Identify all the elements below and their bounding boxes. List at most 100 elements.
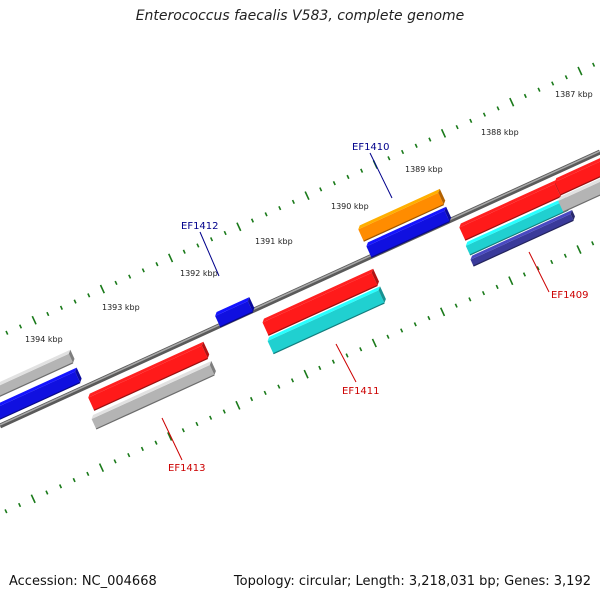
gene-gray-ef1413-top-bevel (91, 361, 212, 419)
gene-blue-left-outer[interactable] (0, 367, 82, 423)
gene-blue-left-outer-edge (0, 381, 81, 420)
gene-red-ef1413-group[interactable] (88, 341, 210, 411)
outer-tick-minor (18, 324, 23, 329)
inner-tick-minor (58, 484, 63, 489)
gene-navy-ef1409[interactable] (470, 209, 575, 267)
pointer-ef1409 (528, 251, 550, 293)
gene-blue-small-top-bevel (215, 297, 250, 317)
inner-tick-major (576, 245, 582, 254)
outer-tick-minor (428, 137, 432, 142)
outer-tick-minor (196, 243, 200, 248)
label-pointers (161, 152, 550, 461)
gene-red-right-edge (464, 196, 561, 241)
outer-tick-minor (360, 168, 364, 173)
gene-gray-ef1413[interactable] (91, 361, 216, 430)
gene-label-ef1413[interactable]: EF1413 (168, 463, 206, 474)
gene-label-ef1410[interactable]: EF1410 (352, 142, 390, 153)
gene-cyan-ef1411[interactable] (267, 286, 386, 355)
inner-tick-minor (522, 272, 526, 277)
gene-gray-left-outer-end-bevel (68, 349, 75, 363)
scale-label-1391: 1391 kbp (255, 237, 293, 246)
inner-tick-minor (222, 409, 226, 414)
scale-label-1388: 1388 kbp (481, 128, 519, 137)
gene-red-right-body (459, 183, 561, 241)
gene-red-ef1413-group-body (88, 345, 208, 411)
outer-tick-minor (469, 118, 473, 124)
gene-red-far-right-edge (560, 176, 600, 196)
outer-tick-minor (59, 305, 64, 310)
outer-tick-minor (209, 237, 214, 242)
outer-tick-minor (564, 75, 568, 80)
inner-tick-minor (400, 328, 404, 333)
gene-cyan-ef1409-edge (469, 209, 569, 256)
outer-tick-minor (87, 293, 91, 298)
gene-gray-left-outer[interactable] (0, 349, 75, 400)
gene-blue-left-outer-end-bevel (75, 367, 82, 383)
gene-label-ef1412[interactable]: EF1412 (181, 221, 219, 232)
gene-red-far-right-top-bevel (554, 158, 600, 183)
gene-cyan-ef1411-edge (273, 302, 385, 355)
gene-blue-small-body (215, 301, 253, 327)
inner-tick-major (303, 369, 309, 379)
backbone-line (0, 149, 600, 429)
outer-tick-minor (223, 230, 227, 236)
genome-backbone (0, 149, 600, 429)
inner-tick-major (235, 400, 241, 410)
genome-summary-text: Topology: circular; Length: 3,218,031 bp… (233, 574, 591, 589)
gene-orange-ef1410-edge (363, 204, 444, 242)
outer-tick-minor (537, 87, 541, 92)
gene-label-ef1409[interactable]: EF1409 (551, 290, 589, 301)
gene-blue-left-outer-top-bevel (0, 367, 77, 406)
inner-tick-minor (195, 421, 199, 427)
gene-red-right-top-bevel (459, 179, 557, 228)
inner-tick-major (439, 307, 446, 317)
gene-navy-ef1409-end-bevel (570, 209, 575, 221)
gene-cyan-ef1411-end-bevel (378, 286, 386, 304)
outer-tick-minor (250, 218, 255, 223)
gene-orange-ef1410[interactable] (358, 188, 446, 242)
outer-tick-major (236, 222, 242, 232)
outer-tick-major (577, 66, 583, 76)
inner-tick-minor (181, 428, 185, 433)
outer-tick-minor (592, 62, 596, 67)
gene-red-middle-end-bevel (371, 268, 379, 286)
inner-tick-minor (45, 490, 49, 495)
gene-blue-small[interactable] (215, 297, 255, 328)
outer-tick-minor (114, 280, 118, 286)
gene-blue-ef1410[interactable] (366, 206, 452, 258)
inner-tick-minor (277, 384, 281, 389)
inner-tick-minor (413, 322, 417, 327)
outer-tick-major (440, 128, 447, 138)
backbone-highlight (0, 150, 600, 426)
gene-navy-ef1409-body (470, 213, 574, 267)
gene-red-far-right-body (554, 161, 600, 195)
gene-gray-far-right[interactable] (558, 172, 600, 213)
gene-blue-small-edge (219, 311, 254, 328)
gene-cyan-ef1409-top-bevel (465, 197, 566, 246)
inner-tick-minor (127, 453, 131, 458)
gene-gray-far-right-top-bevel (558, 178, 600, 202)
outer-tick-major (31, 315, 37, 325)
gene-cyan-ef1409[interactable] (465, 197, 570, 256)
outer-tick-minor (414, 143, 418, 148)
gene-blue-ef1410-top-bevel (366, 206, 447, 247)
gene-navy-ef1409-edge (473, 219, 574, 267)
inner-tick-minor (331, 359, 335, 364)
pointer-ef1412 (199, 231, 220, 277)
gene-cyan-ef1409-body (465, 201, 569, 255)
gene-red-far-right[interactable] (554, 153, 600, 196)
gene-cyan-ef1411-top-bevel (267, 286, 381, 341)
outer-tick-minor (319, 187, 323, 192)
outer-tick-major (509, 97, 515, 107)
outer-tick-minor (278, 205, 282, 211)
gene-gray-ef1413-end-bevel (209, 361, 216, 376)
gene-label-ef1411[interactable]: EF1411 (342, 386, 380, 397)
inner-tick-minor (591, 241, 595, 246)
inner-tick-minor (427, 315, 431, 321)
inner-tick-minor (249, 396, 254, 402)
scale-label-1394: 1394 kbp (25, 335, 63, 344)
scale-label-1390: 1390 kbp (331, 202, 369, 211)
gene-red-middle[interactable] (262, 268, 379, 336)
gene-blue-small-end-bevel (247, 297, 255, 312)
outer-tick-minor (5, 330, 9, 335)
